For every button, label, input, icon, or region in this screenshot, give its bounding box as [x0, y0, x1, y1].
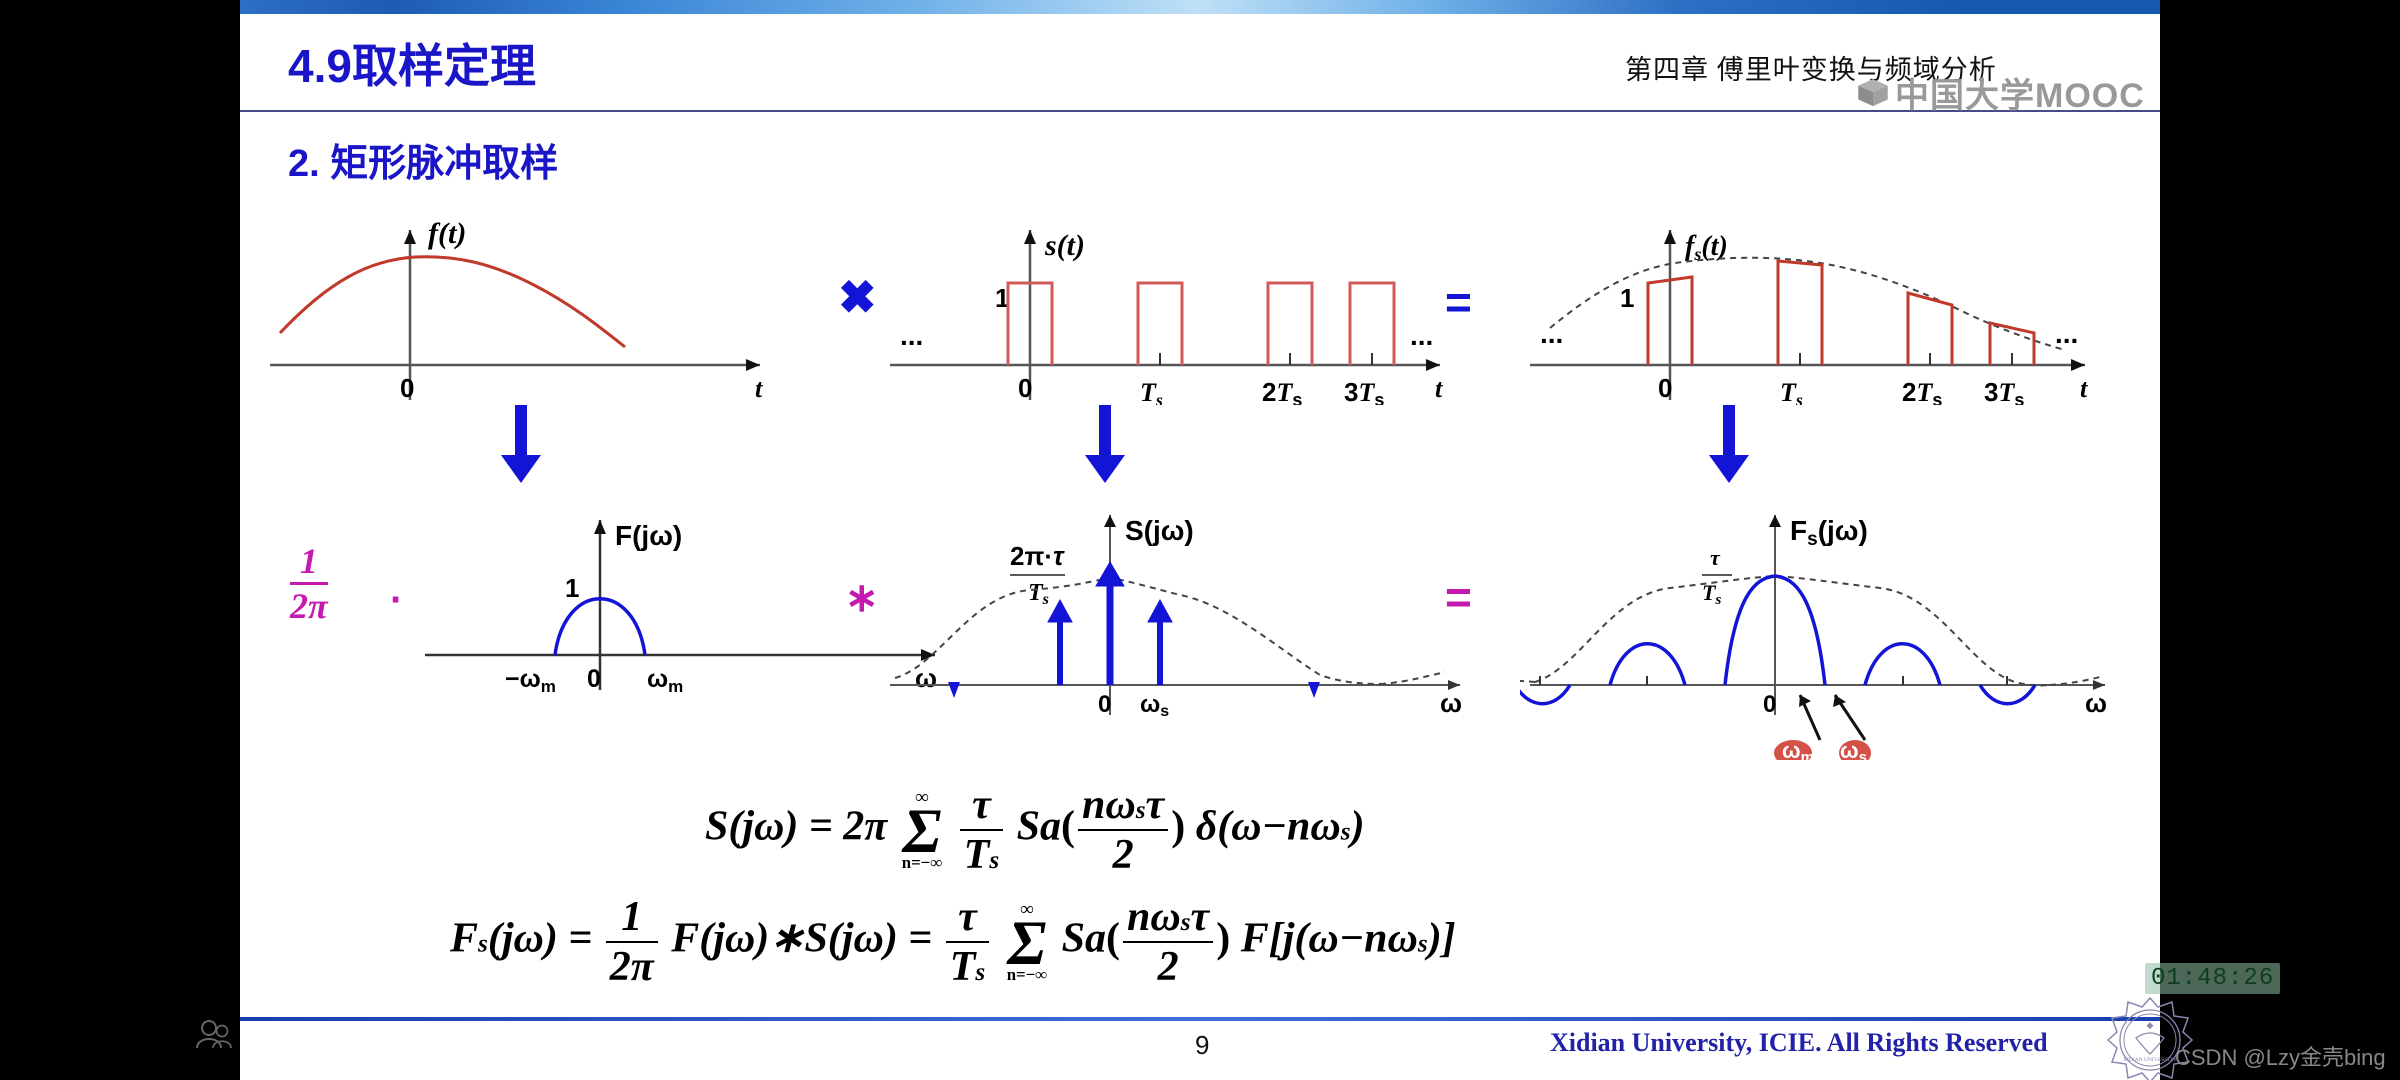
svg-text:−ωm: −ωm: [505, 665, 556, 695]
svg-text:3Ts: 3Ts: [1344, 377, 1384, 405]
svg-text:Ts: Ts: [1780, 378, 1803, 405]
svg-text:ωs: ωs: [1840, 738, 1867, 760]
svg-text:τ: τ: [1710, 545, 1721, 570]
svg-text:2π·τ: 2π·τ: [1010, 541, 1065, 571]
svg-text:f(t): f(t): [428, 217, 466, 250]
svg-text:S(jω): S(jω): [1125, 515, 1194, 546]
svg-text:0: 0: [400, 373, 414, 403]
svg-text:ωm: ωm: [1782, 738, 1814, 760]
svg-text:ω: ω: [2085, 688, 2107, 718]
svg-text:0: 0: [1658, 373, 1672, 403]
svg-text:◆: ◆: [2147, 1020, 2154, 1030]
svg-text:0: 0: [1098, 691, 1111, 718]
svg-text:ωm: ωm: [647, 665, 683, 695]
svg-text:t: t: [1435, 374, 1443, 403]
svg-text:0: 0: [1018, 373, 1032, 403]
svg-text:3Ts: 3Ts: [1984, 377, 2024, 405]
svg-text:0: 0: [1763, 691, 1776, 718]
svg-text:ω: ω: [1440, 688, 1462, 718]
svg-text:t: t: [2080, 374, 2088, 403]
svg-text:...: ...: [1540, 318, 1563, 349]
svg-text:s(t): s(t): [1044, 229, 1085, 262]
svg-text:...: ...: [1410, 320, 1433, 351]
svg-text:Ts: Ts: [1028, 580, 1049, 608]
svg-text:F(jω): F(jω): [615, 520, 682, 551]
svg-text:...: ...: [2055, 318, 2078, 349]
svg-text:XIDIAN UNIVERSITY: XIDIAN UNIVERSITY: [2123, 1057, 2177, 1063]
svg-text:2Ts: 2Ts: [1902, 377, 1942, 405]
svg-text:Fs(jω): Fs(jω): [1790, 515, 1868, 550]
svg-text:t: t: [755, 374, 763, 403]
svg-text:...: ...: [900, 320, 923, 351]
svg-text:1: 1: [1620, 283, 1634, 313]
svg-text:0: 0: [587, 665, 601, 693]
svg-text:Ts: Ts: [1140, 378, 1163, 405]
svg-text:2Ts: 2Ts: [1262, 377, 1302, 405]
svg-text:ωs: ωs: [1140, 691, 1169, 720]
svg-text:1: 1: [565, 573, 579, 603]
